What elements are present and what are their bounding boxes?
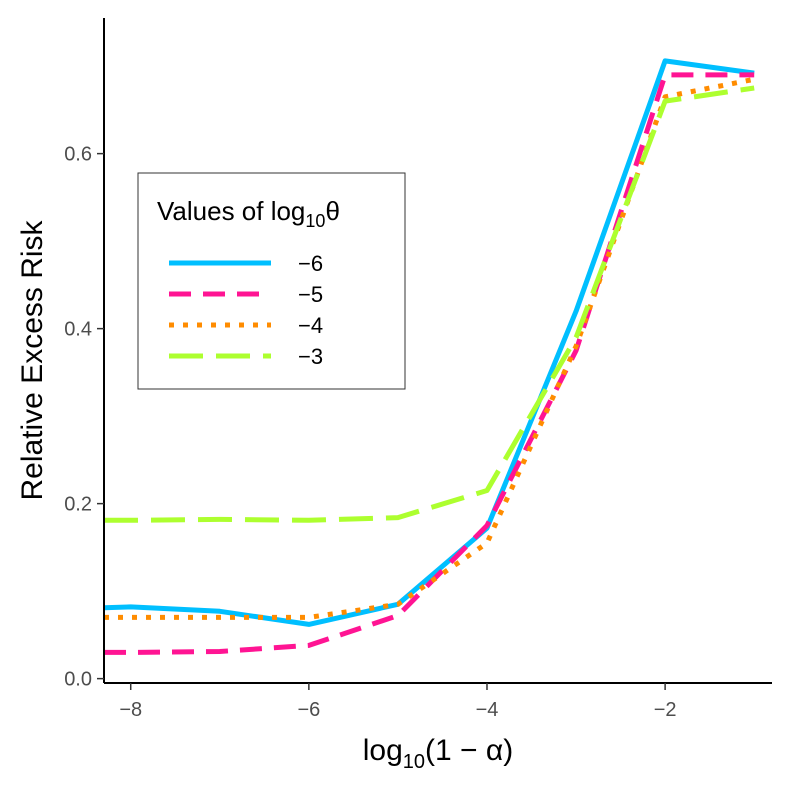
legend-label-1: −5 [298, 282, 323, 307]
x-tick-label-3: −2 [654, 699, 677, 721]
legend: Values of log10θ −6 −5 −4 −3 [137, 172, 406, 390]
series-line-2 [104, 76, 755, 620]
legend-title: Values of log10θ [157, 196, 340, 231]
y-tick-label-2: 0.4 [64, 319, 92, 341]
y-tick-label-1: 0.2 [64, 494, 92, 516]
y-axis-title: Relative Excess Risk [16, 219, 49, 500]
x-tick-label-2: −4 [476, 699, 499, 721]
y-tick-label-3: 0.6 [64, 144, 92, 166]
x-axis-title: log10(1 − α) [363, 734, 514, 773]
y-tick-label-0: 0.0 [64, 669, 92, 691]
legend-box [137, 172, 406, 390]
legend-label-3: −3 [298, 344, 323, 369]
legend-label-2: −4 [298, 313, 323, 338]
labels-layer: −8 −6 −4 −2 0.0 0.2 0.4 0.6 log10(1 − α) Relative… [16, 144, 677, 773]
x-tick-label-1: −6 [297, 699, 320, 721]
legend-label-0: −6 [298, 251, 323, 276]
x-tick-label-0: −8 [119, 699, 142, 721]
series-line-3 [104, 85, 755, 523]
axes-layer [97, 18, 772, 690]
series-layer [104, 58, 755, 655]
